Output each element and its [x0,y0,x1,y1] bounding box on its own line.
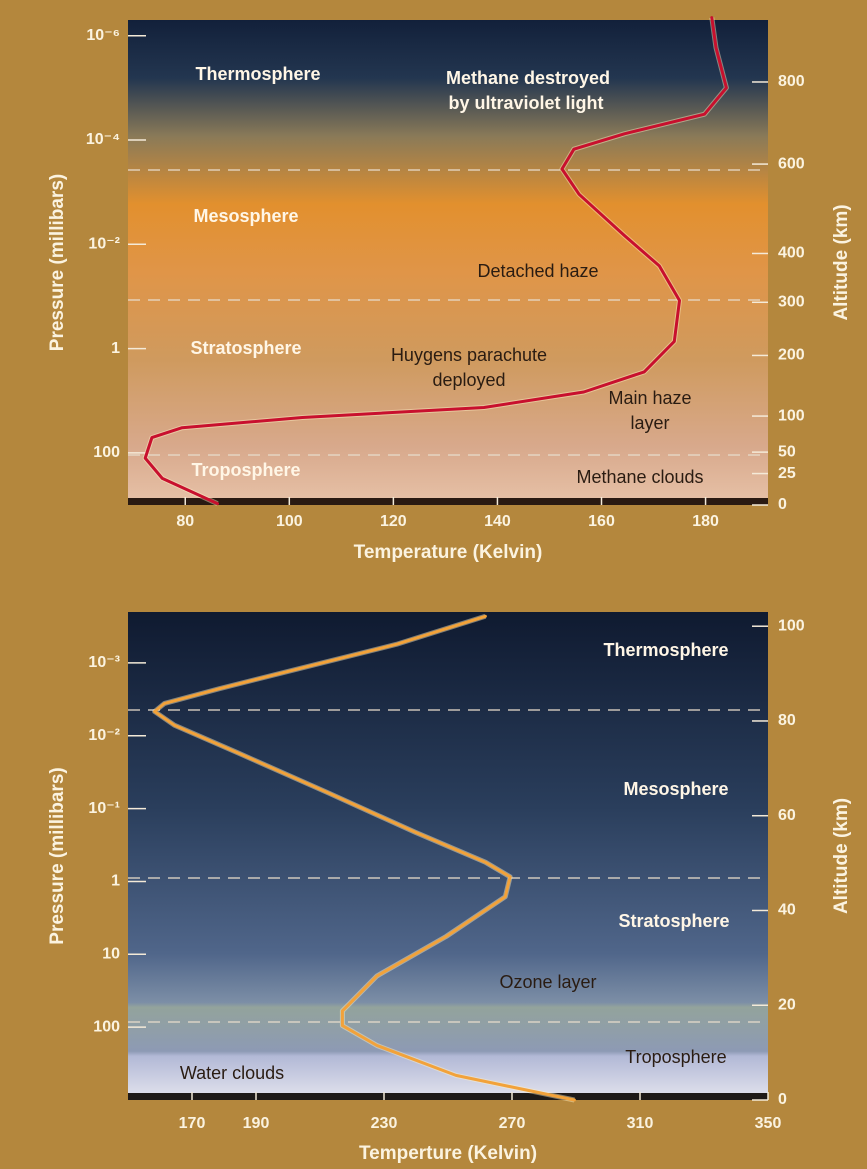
annotation: Main haze [608,388,691,408]
x-tick-label: 190 [243,1115,270,1132]
y2-tick-label: 400 [778,245,805,262]
annotation: Huygens parachute [391,345,547,365]
y2-axis-title: Altitude (km) [831,798,852,914]
x-tick-label: 310 [627,1115,654,1132]
annotation: Methane clouds [576,467,703,487]
y-tick-label: 10⁻⁴ [86,131,120,148]
y2-tick-label: 0 [778,496,787,513]
annotation: Thermosphere [195,64,320,84]
annotation: Troposphere [191,460,300,480]
annotation: Mesosphere [623,779,728,799]
x-axis-title: Temperature (Kelvin) [354,542,543,563]
annotation: Ozone layer [499,972,596,992]
y-tick-label: 10⁻² [88,727,120,744]
y2-tick-label: 0 [778,1091,787,1108]
y-tick-label: 10⁻⁶ [86,27,120,44]
y2-tick-label: 100 [778,407,805,424]
annotation: Detached haze [477,261,598,281]
x-tick-label: 160 [588,513,615,530]
x-tick-label: 170 [179,1115,206,1132]
annotation: Troposphere [625,1047,726,1067]
y-tick-label: 10⁻² [88,235,120,252]
x-tick-label: 80 [176,513,194,530]
y2-tick-label: 20 [778,996,796,1013]
figure: Thermosphere Methane destroyed by ultrav… [0,0,867,1169]
y2-axis-title: Altitude (km) [831,204,852,320]
x-axis-title: Temperture (Kelvin) [359,1143,537,1164]
y-tick-label: 100 [93,444,120,461]
y2-tick-label: 80 [778,712,796,729]
y2-tick-label: 300 [778,294,805,311]
annotation: by ultraviolet light [448,93,603,113]
y2-tick-label: 25 [778,465,796,482]
y2-tick-label: 40 [778,902,796,919]
annotation: Stratosphere [618,911,729,931]
y2-tick-label: 60 [778,807,796,824]
x-tick-label: 140 [484,513,511,530]
annotation: Stratosphere [190,338,301,358]
page: Thermosphere Methane destroyed by ultrav… [0,0,867,1169]
x-tick-label: 270 [499,1115,526,1132]
y-tick-label: 10 [102,946,120,963]
y2-tick-label: 50 [778,443,796,460]
x-tick-label: 180 [692,513,719,530]
ground [128,498,768,505]
y2-tick-label: 200 [778,347,805,364]
y-tick-label: 1 [111,873,120,890]
x-tick-label: 350 [755,1115,782,1132]
annotation: Methane destroyed [446,68,610,88]
y-tick-label: 100 [93,1018,120,1035]
annotation: layer [630,413,669,433]
x-tick-label: 100 [276,513,303,530]
annotation: Water clouds [180,1063,284,1083]
x-tick-label: 230 [371,1115,398,1132]
annotation: Thermosphere [603,640,728,660]
y2-tick-label: 800 [778,73,805,90]
y2-tick-label: 100 [778,617,805,634]
ground [128,1093,768,1100]
y-axis-title: Pressure (millibars) [47,767,68,944]
y2-tick-label: 600 [778,155,805,172]
annotation: deployed [432,370,505,390]
y-axis-title: Pressure (millibars) [47,174,68,351]
y-tick-label: 1 [111,340,120,357]
y-tick-label: 10⁻¹ [88,800,120,817]
y-tick-label: 10⁻³ [88,654,120,671]
x-tick-label: 120 [380,513,407,530]
annotation: Mesosphere [193,206,298,226]
